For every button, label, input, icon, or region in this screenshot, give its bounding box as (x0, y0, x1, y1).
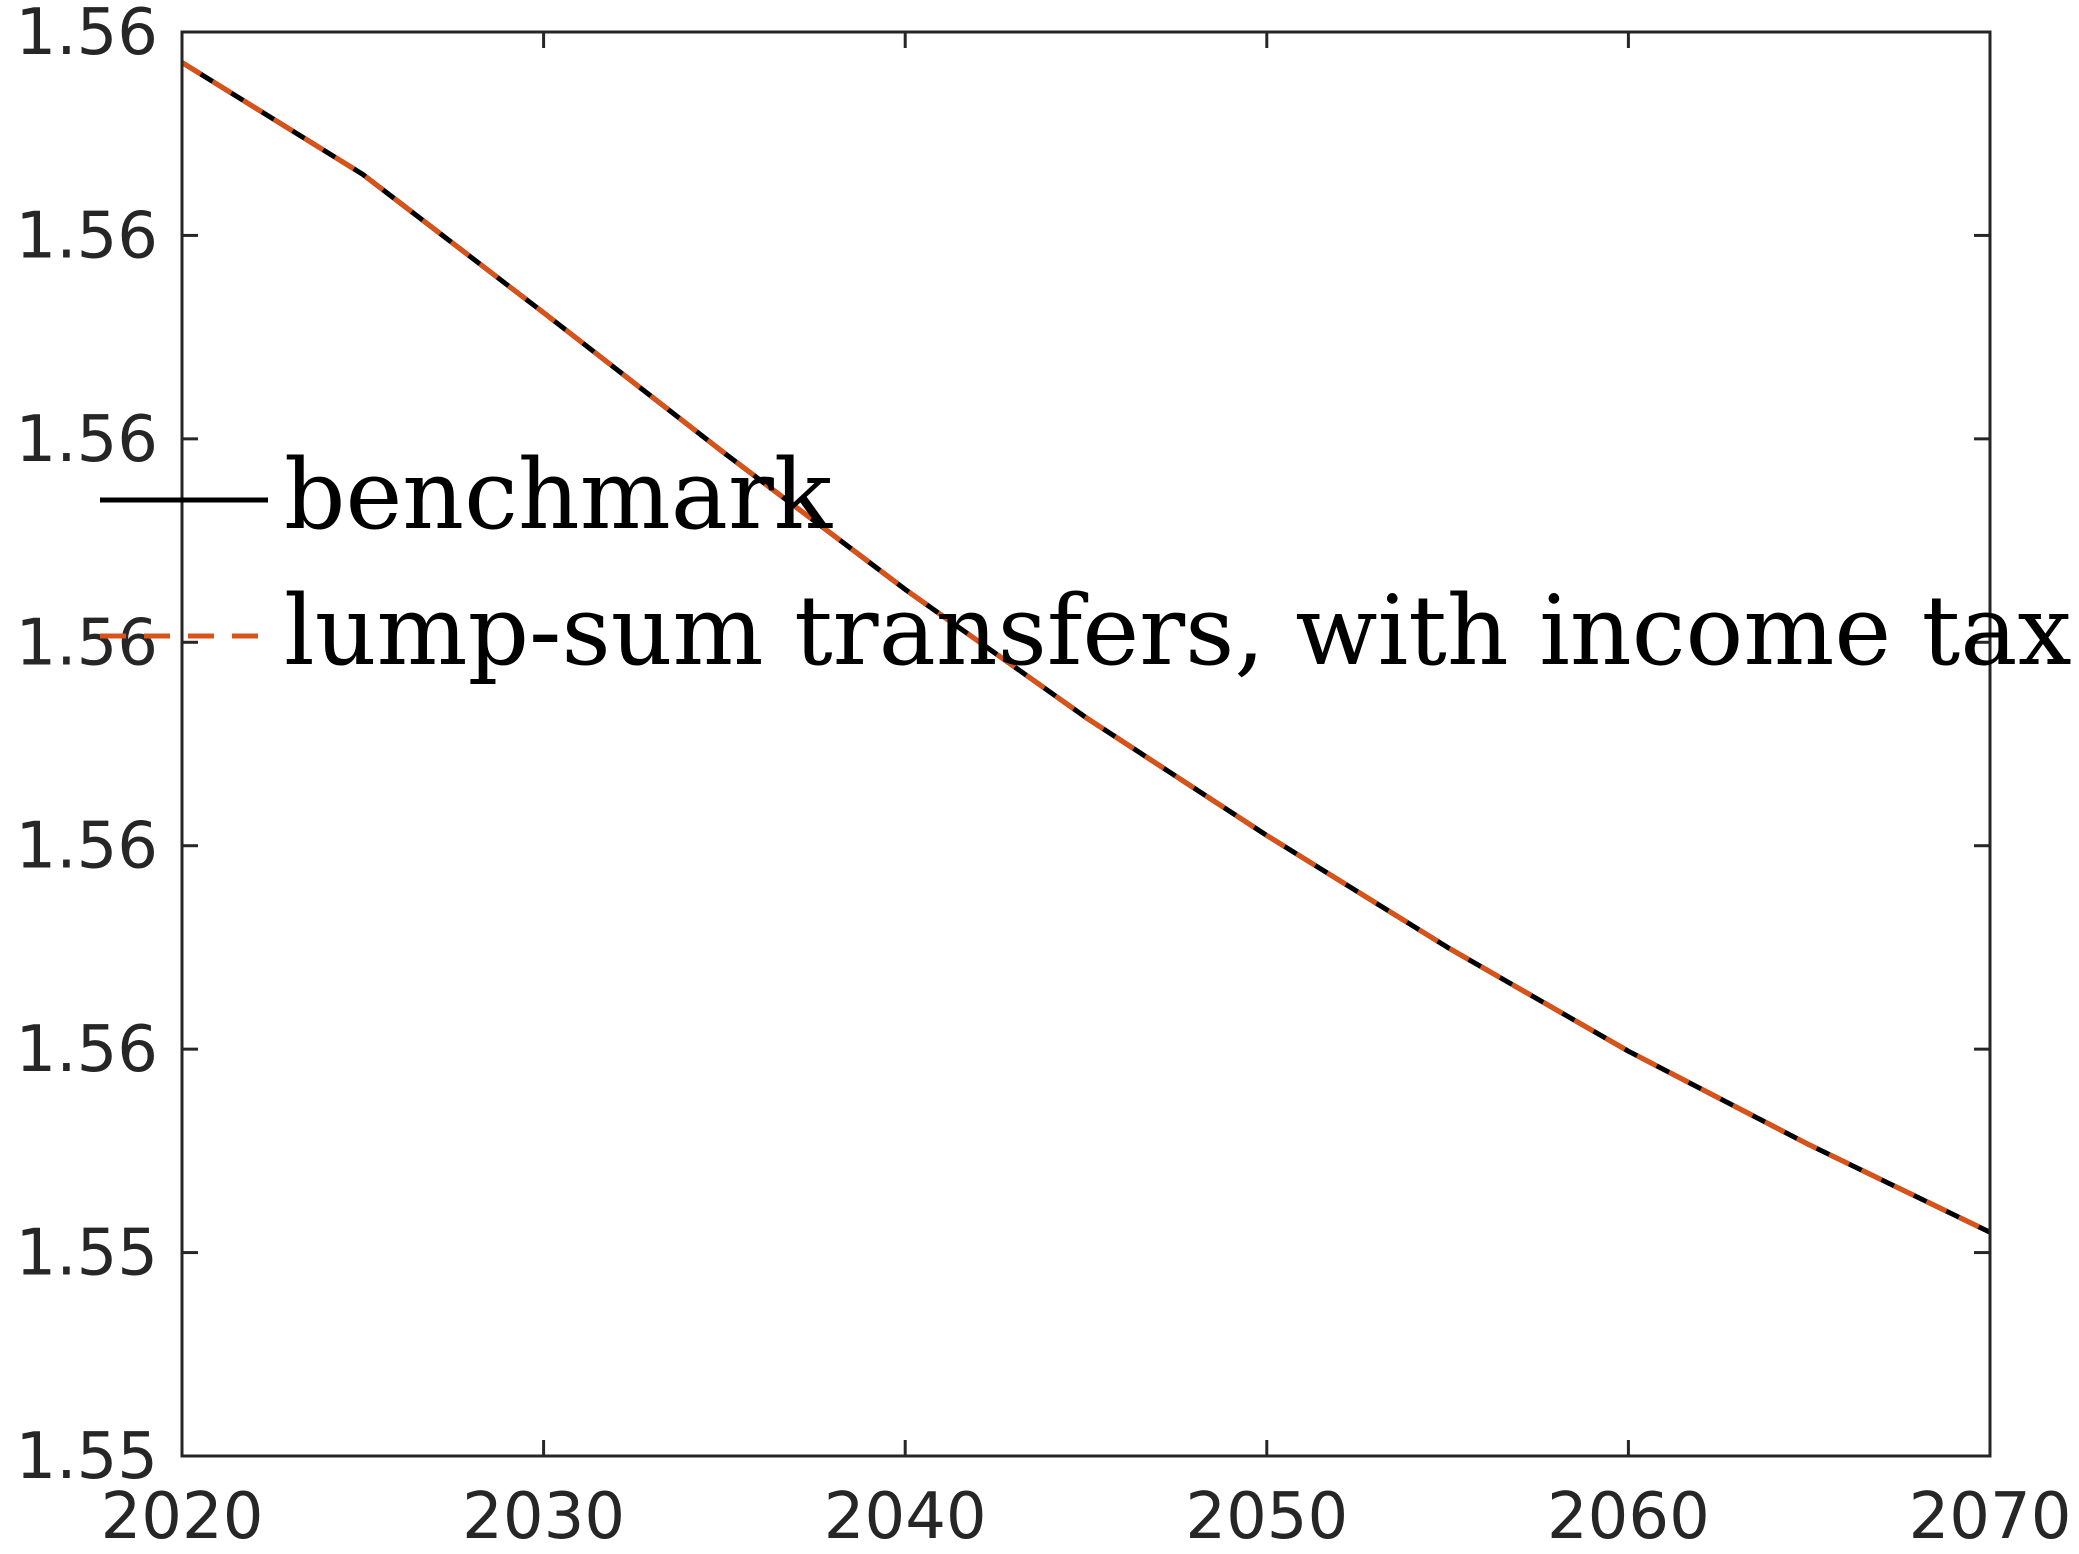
y-tick-label: 1.56 (16, 606, 159, 680)
legend-label-1: benchmark (284, 439, 833, 551)
y-tick-label: 1.55 (16, 1420, 159, 1494)
y-axis-tick-labels: 1.55 1.55 1.56 1.56 1.56 1.56 1.56 1.56 (16, 0, 159, 1494)
x-tick-label: 2070 (1909, 1480, 2072, 1554)
y-tick-label: 1.55 (16, 1217, 159, 1291)
x-tick-label: 2040 (824, 1480, 987, 1554)
x-tick-label: 2050 (1185, 1480, 1348, 1554)
x-tick-label: 2030 (462, 1480, 625, 1554)
series-line-2 (180, 60, 1992, 1235)
x-tick-label: 2020 (101, 1480, 264, 1554)
y-tick-label: 1.56 (16, 403, 159, 477)
legend: benchmark lump-sum transfers, with income… (100, 439, 2072, 687)
legend-label-2: lump-sum transfers, with income tax (284, 575, 2072, 687)
y-tick-label: 1.56 (16, 0, 159, 70)
x-tick-label: 2060 (1547, 1480, 1710, 1554)
y-tick-label: 1.56 (16, 199, 159, 273)
series-layer (180, 60, 1992, 1235)
x-axis-tick-labels: 2020 2030 2040 2050 2060 2070 (101, 1480, 2072, 1554)
y-tick-label: 1.56 (16, 1013, 159, 1087)
plot-box (180, 30, 1992, 1458)
y-tick-label: 1.56 (16, 810, 159, 884)
